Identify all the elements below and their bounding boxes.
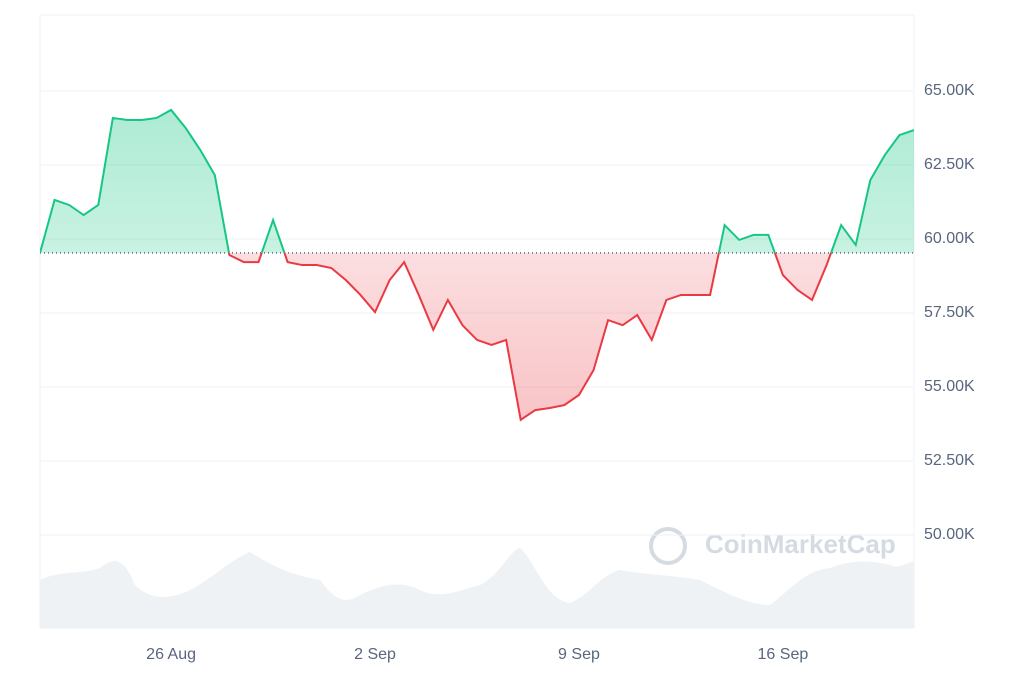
y-tick-label: 65.00K	[924, 82, 975, 99]
area-up	[40, 109, 914, 253]
y-tick-label: 60.00K	[924, 230, 975, 247]
y-tick-label: 62.50K	[924, 156, 975, 173]
y-tick-label: 55.00K	[924, 378, 975, 395]
price-line-up	[40, 108, 914, 253]
price-line-down	[40, 252, 833, 422]
y-tick-label: 52.50K	[924, 452, 975, 469]
y-tick-label: 57.50K	[924, 304, 975, 321]
y-tick-label: 50.00K	[924, 526, 975, 543]
volume-area	[40, 548, 914, 628]
x-tick-label: 26 Aug	[146, 646, 196, 663]
x-tick-label: 16 Sep	[758, 646, 809, 663]
x-tick-label: 2 Sep	[354, 646, 396, 663]
watermark: CoinMarketCap	[705, 529, 896, 559]
watermark-logo	[649, 527, 687, 565]
x-tick-label: 9 Sep	[558, 646, 600, 663]
